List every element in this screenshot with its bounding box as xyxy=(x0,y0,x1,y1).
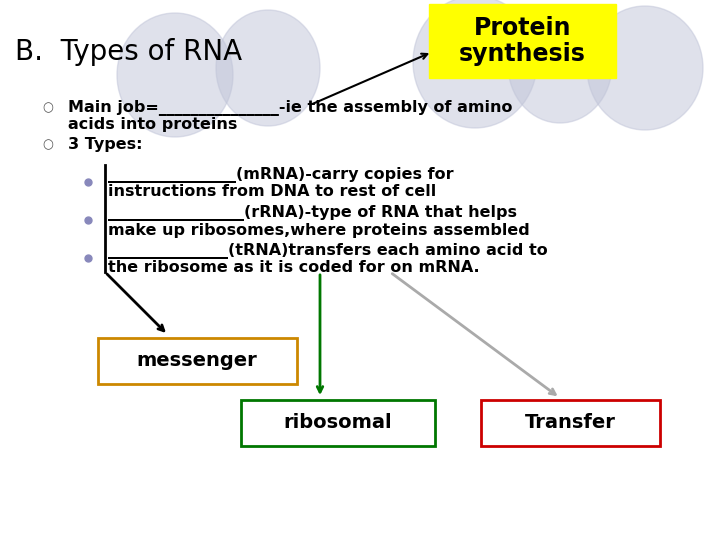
Text: ribosomal: ribosomal xyxy=(284,414,392,433)
Ellipse shape xyxy=(587,6,703,130)
Text: instructions from DNA to rest of cell: instructions from DNA to rest of cell xyxy=(108,185,436,199)
Text: ________________(mRNA)-carry copies for: ________________(mRNA)-carry copies for xyxy=(108,167,454,183)
Text: 3 Types:: 3 Types: xyxy=(68,138,143,152)
Text: messenger: messenger xyxy=(137,352,257,370)
Ellipse shape xyxy=(413,0,537,128)
Ellipse shape xyxy=(508,7,612,123)
FancyBboxPatch shape xyxy=(241,400,435,446)
Text: acids into proteins: acids into proteins xyxy=(68,118,238,132)
Text: _________________(rRNA)-type of RNA that helps: _________________(rRNA)-type of RNA that… xyxy=(108,205,517,221)
Ellipse shape xyxy=(117,13,233,137)
Text: the ribosome as it is coded for on mRNA.: the ribosome as it is coded for on mRNA. xyxy=(108,260,480,275)
Text: B.  Types of RNA: B. Types of RNA xyxy=(15,38,242,66)
Text: Protein
synthesis: Protein synthesis xyxy=(459,16,586,66)
Text: ○: ○ xyxy=(42,102,53,114)
FancyBboxPatch shape xyxy=(98,338,297,384)
Text: _______________(tRNA)transfers each amino acid to: _______________(tRNA)transfers each amin… xyxy=(108,243,548,259)
Text: Main job=_______________-ie the assembly of amino: Main job=_______________-ie the assembly… xyxy=(68,100,513,116)
Text: make up ribosomes,where proteins assembled: make up ribosomes,where proteins assembl… xyxy=(108,222,530,238)
FancyBboxPatch shape xyxy=(481,400,660,446)
Text: Transfer: Transfer xyxy=(525,414,616,433)
FancyBboxPatch shape xyxy=(429,4,616,78)
Ellipse shape xyxy=(216,10,320,126)
Text: ○: ○ xyxy=(42,138,53,152)
